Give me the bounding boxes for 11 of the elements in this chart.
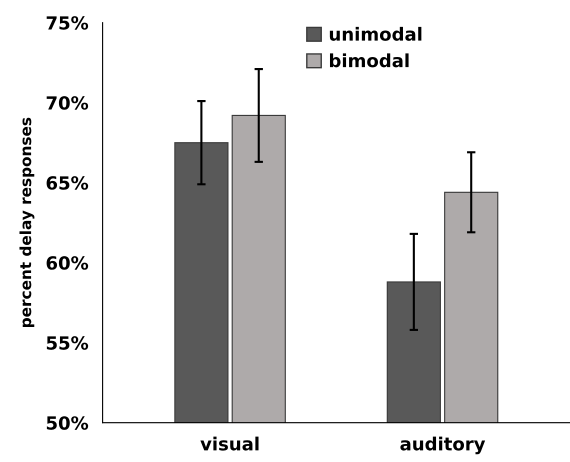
x-tick-label: visual [200, 436, 259, 451]
legend-label: bimodal [330, 53, 409, 68]
y-axis-title: percent delay responses [19, 118, 34, 328]
legend-label: unimodal [330, 26, 422, 41]
y-tick-label: 55% [46, 336, 88, 350]
y-tick-label: 60% [46, 256, 88, 270]
y-tick-label: 70% [46, 96, 88, 110]
y-tick-label: 75% [46, 16, 88, 30]
y-tick-label: 65% [46, 176, 88, 190]
x-tick-label: auditory [400, 436, 486, 454]
y-tick-label: 50% [46, 416, 88, 430]
